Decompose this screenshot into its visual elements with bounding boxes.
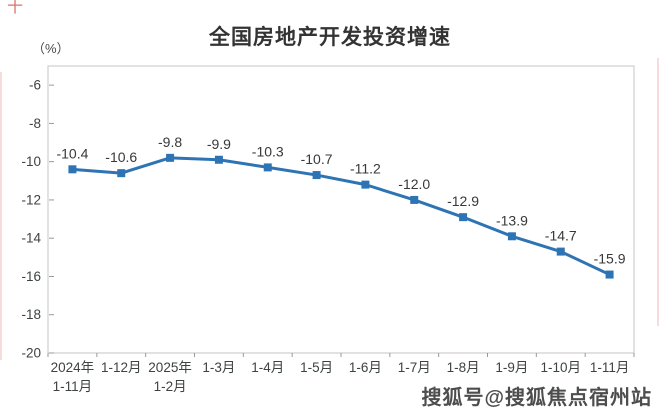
y-axis-unit-label: （%） — [32, 41, 70, 56]
svg-text:-12: -12 — [21, 192, 41, 207]
right-edge-artifact — [657, 58, 659, 326]
svg-text:1-12月: 1-12月 — [101, 360, 142, 375]
svg-text:-14: -14 — [21, 231, 41, 246]
svg-text:-9.9: -9.9 — [207, 136, 231, 152]
svg-text:-10.4: -10.4 — [56, 145, 88, 161]
svg-text:-9.8: -9.8 — [158, 134, 182, 150]
svg-text:1-6月: 1-6月 — [349, 360, 382, 375]
svg-text:1-8月: 1-8月 — [447, 360, 480, 375]
svg-text:-8: -8 — [29, 116, 41, 131]
svg-text:1-10月: 1-10月 — [540, 360, 581, 375]
svg-text:-12.0: -12.0 — [398, 176, 430, 192]
svg-text:1-3月: 1-3月 — [202, 360, 235, 375]
watermark: 搜狐号@搜狐焦点宿州站 — [421, 387, 652, 409]
svg-text:1-4月: 1-4月 — [251, 360, 284, 375]
svg-text:-14.7: -14.7 — [545, 228, 577, 244]
svg-text:-13.9: -13.9 — [496, 212, 528, 228]
svg-text:-10.6: -10.6 — [105, 149, 137, 165]
svg-text:-6: -6 — [29, 78, 41, 93]
svg-text:-20: -20 — [21, 346, 41, 361]
svg-text:1-7月: 1-7月 — [398, 360, 431, 375]
svg-text:-12.9: -12.9 — [447, 193, 479, 209]
svg-text:1-5月: 1-5月 — [300, 360, 333, 375]
svg-text:-11.2: -11.2 — [350, 161, 381, 177]
svg-text:-10: -10 — [21, 154, 41, 169]
svg-text:-15.9: -15.9 — [594, 251, 626, 267]
svg-text:-16: -16 — [21, 269, 41, 284]
svg-text:1-9月: 1-9月 — [495, 360, 528, 375]
svg-text:-10.3: -10.3 — [252, 143, 284, 159]
chart-title: 全国房地产开发投资增速 — [209, 26, 451, 49]
left-edge-artifact — [0, 72, 2, 360]
svg-text:1-11月: 1-11月 — [590, 360, 630, 375]
corner-plus-mark: 十 — [7, 0, 24, 16]
svg-text:-10.7: -10.7 — [301, 151, 333, 167]
svg-text:-18: -18 — [21, 307, 41, 322]
